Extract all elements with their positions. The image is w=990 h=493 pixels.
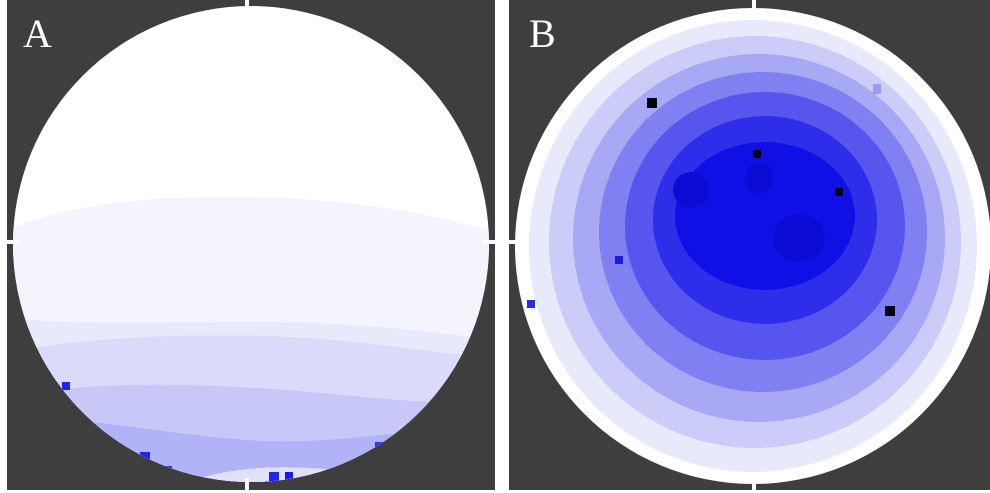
panel-a-map bbox=[7, 0, 495, 490]
panel-b-tick-bottom bbox=[752, 478, 756, 490]
panel-a-hotspot bbox=[269, 472, 279, 482]
panel-b-hotspot bbox=[753, 150, 761, 158]
panel-b-tick-top bbox=[752, 0, 756, 12]
panel-b-core bbox=[673, 172, 709, 208]
panel-a-hotspot bbox=[164, 466, 172, 474]
panel-separator bbox=[495, 0, 509, 493]
panel-a-hotspot bbox=[62, 382, 70, 390]
panel-b-core bbox=[745, 162, 773, 194]
panel-a-tick-bottom bbox=[245, 478, 249, 490]
panel-b-tick-left bbox=[509, 240, 521, 244]
panel-b-hotspot bbox=[647, 98, 657, 108]
panel-a-tick-top bbox=[245, 0, 249, 12]
panel-a-tick-left bbox=[7, 240, 19, 244]
panel-b-core bbox=[773, 214, 825, 262]
panel-a-hotspot bbox=[285, 472, 293, 482]
panel-b-hotspot bbox=[615, 256, 623, 264]
panel-a-tick-right bbox=[483, 240, 495, 244]
panel-b-hotspot bbox=[885, 306, 895, 316]
panel-b-hotspot bbox=[835, 188, 843, 196]
panel-b: B bbox=[509, 0, 990, 490]
panel-a-hotspot bbox=[375, 442, 383, 450]
panel-a-label: A bbox=[23, 11, 52, 56]
panel-b-hotspot bbox=[527, 300, 535, 308]
panel-a: A bbox=[7, 0, 495, 490]
panel-b-tick-right bbox=[978, 240, 990, 244]
panel-a-hotspot bbox=[140, 452, 150, 462]
panel-b-map bbox=[509, 0, 990, 490]
panel-b-hotspot bbox=[873, 84, 881, 94]
panel-b-label: B bbox=[529, 11, 556, 56]
